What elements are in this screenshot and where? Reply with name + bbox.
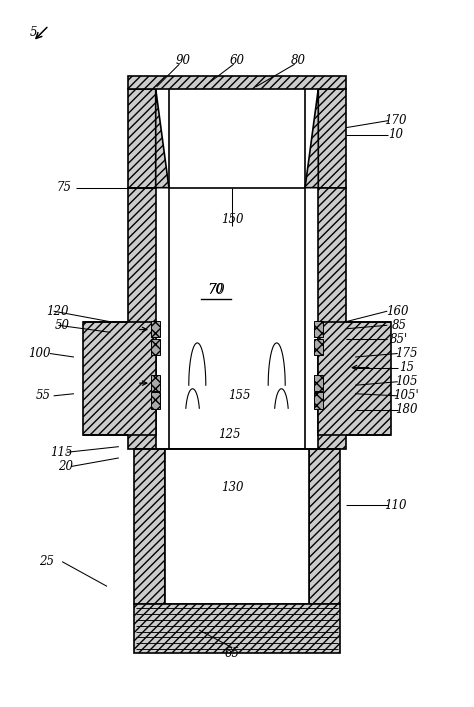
Bar [128,89,156,187]
Bar [165,449,309,604]
Text: 170: 170 [384,114,407,127]
Polygon shape [305,89,318,187]
Bar [169,89,305,187]
Text: 80: 80 [291,54,306,67]
Text: 75: 75 [57,181,72,194]
Text: 85': 85' [390,333,408,346]
Bar [314,321,323,337]
Bar [169,187,305,449]
Bar [314,392,323,409]
Bar [151,375,160,391]
Polygon shape [156,89,169,187]
Text: 130: 130 [221,481,244,494]
Bar [318,187,346,449]
Text: 115: 115 [50,446,73,459]
Text: 100: 100 [28,347,51,360]
Text: 5: 5 [30,26,37,39]
Text: 10: 10 [388,128,403,141]
Bar [151,339,160,355]
Text: 15: 15 [399,361,414,374]
Text: 150: 150 [221,213,244,226]
Text: 25: 25 [39,555,55,568]
Text: 175: 175 [395,347,418,360]
Text: 70: 70 [208,284,223,296]
Bar [314,339,323,355]
Text: 160: 160 [386,305,409,317]
Bar [134,604,340,653]
Bar [318,89,346,187]
Bar [318,322,391,435]
Text: 85: 85 [392,319,407,332]
Bar [151,321,160,337]
Text: 155: 155 [228,390,251,402]
Bar [309,449,340,604]
Bar [128,76,346,89]
Text: 105': 105' [393,390,419,402]
Text: 125: 125 [219,428,241,441]
Bar [134,449,165,604]
Text: 120: 120 [46,305,69,317]
Bar [83,322,156,435]
Text: 55: 55 [36,390,51,402]
Text: 180: 180 [395,404,418,416]
Text: 90: 90 [175,54,190,67]
Text: 50: 50 [55,319,70,332]
Text: 105: 105 [395,375,418,388]
Bar [128,187,156,449]
Text: 60: 60 [229,54,245,67]
Text: 65: 65 [225,647,240,660]
Bar [314,375,323,391]
Bar [151,392,160,409]
Text: 110: 110 [384,498,407,512]
Text: 70: 70 [207,283,225,297]
Text: 20: 20 [58,460,73,473]
